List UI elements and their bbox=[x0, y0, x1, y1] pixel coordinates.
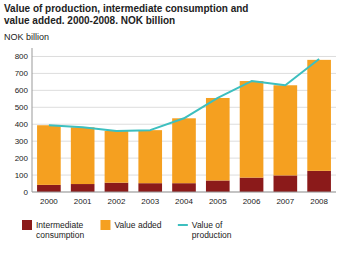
bar bbox=[307, 60, 331, 171]
x-tick-label: 2001 bbox=[74, 197, 92, 206]
legend: Intermediateconsumption Value added Value … bbox=[22, 220, 232, 240]
x-tick-label: 2008 bbox=[310, 197, 328, 206]
plot-area bbox=[37, 59, 331, 192]
y-tick-label: 0 bbox=[24, 188, 29, 197]
bar bbox=[307, 171, 331, 192]
title-line: value added. 2000-2008. NOK billion bbox=[4, 15, 175, 26]
grid-line bbox=[32, 56, 336, 57]
legend-swatch bbox=[178, 224, 188, 226]
legend-label-line: Value added bbox=[114, 220, 161, 230]
x-tick-label: 2004 bbox=[175, 197, 193, 206]
y-tick-label: 500 bbox=[15, 103, 29, 112]
legend-item: Value ofproduction bbox=[178, 220, 232, 240]
bar bbox=[37, 185, 61, 192]
bar bbox=[274, 85, 298, 175]
y-tick-label: 600 bbox=[15, 86, 29, 95]
legend-label: Value added bbox=[114, 220, 161, 230]
title: Value of production, intermediate consum… bbox=[4, 3, 248, 26]
line bbox=[49, 59, 319, 131]
bar bbox=[138, 183, 162, 192]
y-tick-label: 100 bbox=[15, 171, 29, 180]
bar bbox=[71, 127, 95, 184]
legend-item: Intermediateconsumption bbox=[22, 220, 84, 240]
y-axis-line bbox=[32, 48, 33, 192]
bar bbox=[172, 183, 196, 192]
x-tick-label: 2000 bbox=[40, 197, 58, 206]
grid-line bbox=[32, 192, 336, 193]
legend-label-line: consumption bbox=[36, 230, 84, 240]
bar bbox=[274, 175, 298, 192]
x-axis-line bbox=[32, 192, 336, 193]
bar bbox=[206, 180, 230, 192]
y-tick-label: 200 bbox=[15, 154, 29, 163]
chart: Value of production, intermediate consum… bbox=[0, 0, 342, 261]
legend-swatch bbox=[22, 220, 32, 230]
y-tick-label: 300 bbox=[15, 137, 29, 146]
y-tick-label: 700 bbox=[15, 69, 29, 78]
bar bbox=[172, 118, 196, 183]
legend-item: Value added bbox=[100, 220, 161, 230]
legend-label-line: Value of bbox=[192, 220, 223, 230]
bar bbox=[138, 130, 162, 183]
x-tick-label: 2005 bbox=[209, 197, 227, 206]
y-tick-label: 400 bbox=[15, 120, 29, 129]
title-line: Value of production, intermediate consum… bbox=[4, 3, 248, 14]
bar bbox=[240, 178, 264, 192]
y-axis-label: NOK billion bbox=[4, 32, 49, 42]
bar bbox=[71, 184, 95, 192]
bar bbox=[105, 183, 129, 192]
x-tick-label: 2006 bbox=[243, 197, 261, 206]
x-tick-label: 2003 bbox=[141, 197, 159, 206]
legend-label-line: Intermediate bbox=[36, 220, 84, 230]
legend-label-line: production bbox=[192, 230, 232, 240]
x-tick-label: 2002 bbox=[108, 197, 126, 206]
grid-line bbox=[32, 73, 336, 74]
bar bbox=[37, 125, 61, 185]
legend-label: Intermediateconsumption bbox=[36, 220, 84, 240]
legend-swatch bbox=[100, 220, 110, 230]
bar bbox=[206, 98, 230, 181]
legend-label: Value ofproduction bbox=[192, 220, 232, 240]
x-tick-label: 2007 bbox=[276, 197, 294, 206]
y-tick-label: 800 bbox=[15, 52, 29, 61]
bar bbox=[240, 81, 264, 178]
bar bbox=[105, 131, 129, 183]
